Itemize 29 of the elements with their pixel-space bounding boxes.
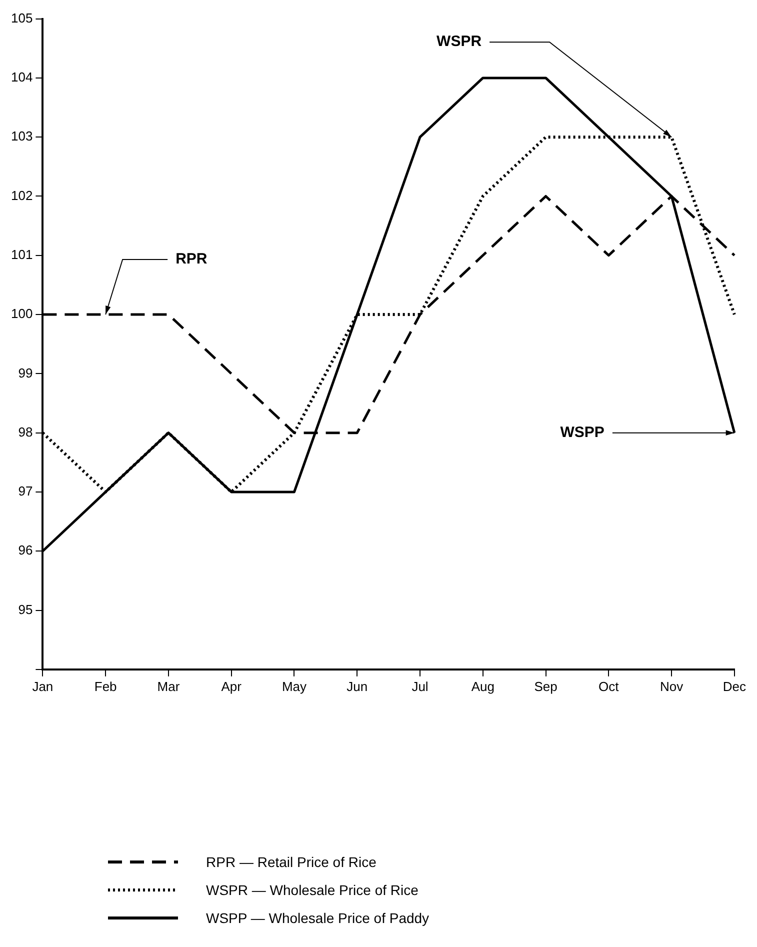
x-tick-label: May	[282, 678, 308, 694]
y-tick-label: 104	[10, 70, 33, 85]
x-tick-label: Jan	[32, 678, 54, 694]
x-tick-label: Sep	[534, 678, 558, 694]
annotation: WSPR	[436, 33, 482, 50]
y-tick-label: 96	[18, 542, 33, 558]
x-tick-label: Apr	[221, 678, 242, 694]
y-tick-label: 99	[18, 365, 33, 380]
x-tick-label: Feb	[94, 678, 117, 694]
x-tick-label: Mar	[157, 678, 180, 694]
x-tick-label: Oct	[598, 678, 620, 694]
x-tick-label: Dec	[722, 678, 746, 694]
legend-label: RPR — Retail Price of Rice	[206, 854, 376, 870]
y-tick-label: 101	[10, 246, 33, 262]
y-tick-label: 100	[10, 306, 33, 322]
annotation: WSPP	[560, 424, 604, 441]
x-tick-label: Nov	[660, 678, 684, 694]
legend-label: WSPR — Wholesale Price of Rice	[206, 882, 418, 898]
x-tick-label: Jul	[412, 678, 428, 694]
y-tick-label: 105	[10, 10, 33, 26]
y-tick-label: 103	[10, 128, 33, 144]
annotation: RPR	[176, 250, 208, 268]
legend-label: WSPP — Wholesale Price of Paddy	[206, 910, 430, 926]
y-tick-label: 98	[18, 424, 33, 440]
x-tick-label: Jun	[346, 678, 368, 694]
y-tick-label: 102	[10, 188, 33, 203]
x-tick-label: Aug	[471, 678, 494, 694]
y-tick-label: 97	[18, 484, 33, 499]
y-tick-label: 95	[18, 602, 33, 617]
